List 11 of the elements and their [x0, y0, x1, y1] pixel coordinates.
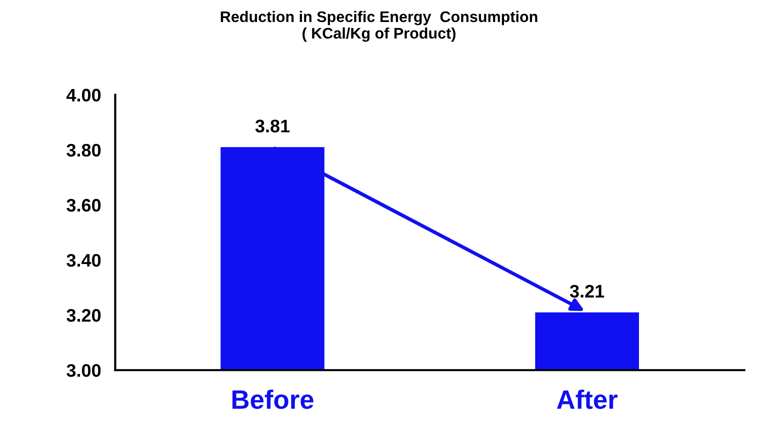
y-tick-label: 4.00 [66, 88, 101, 102]
chart-title: Reduction in Specific Energy Consumption ( KCal/Kg of Product) [220, 10, 538, 42]
data-label: 3.81 [255, 120, 290, 132]
y-tick-label: 3.20 [66, 309, 101, 322]
y-tick-label: 3.40 [66, 254, 101, 267]
y-tick-label: 3.00 [66, 364, 101, 377]
y-tick-label: 3.80 [66, 144, 101, 157]
x-tick-label: Before [232, 390, 314, 409]
x-tick-label: After [556, 390, 618, 409]
y-tick-label: 3.60 [66, 198, 101, 212]
data-label: 3.21 [570, 284, 604, 298]
